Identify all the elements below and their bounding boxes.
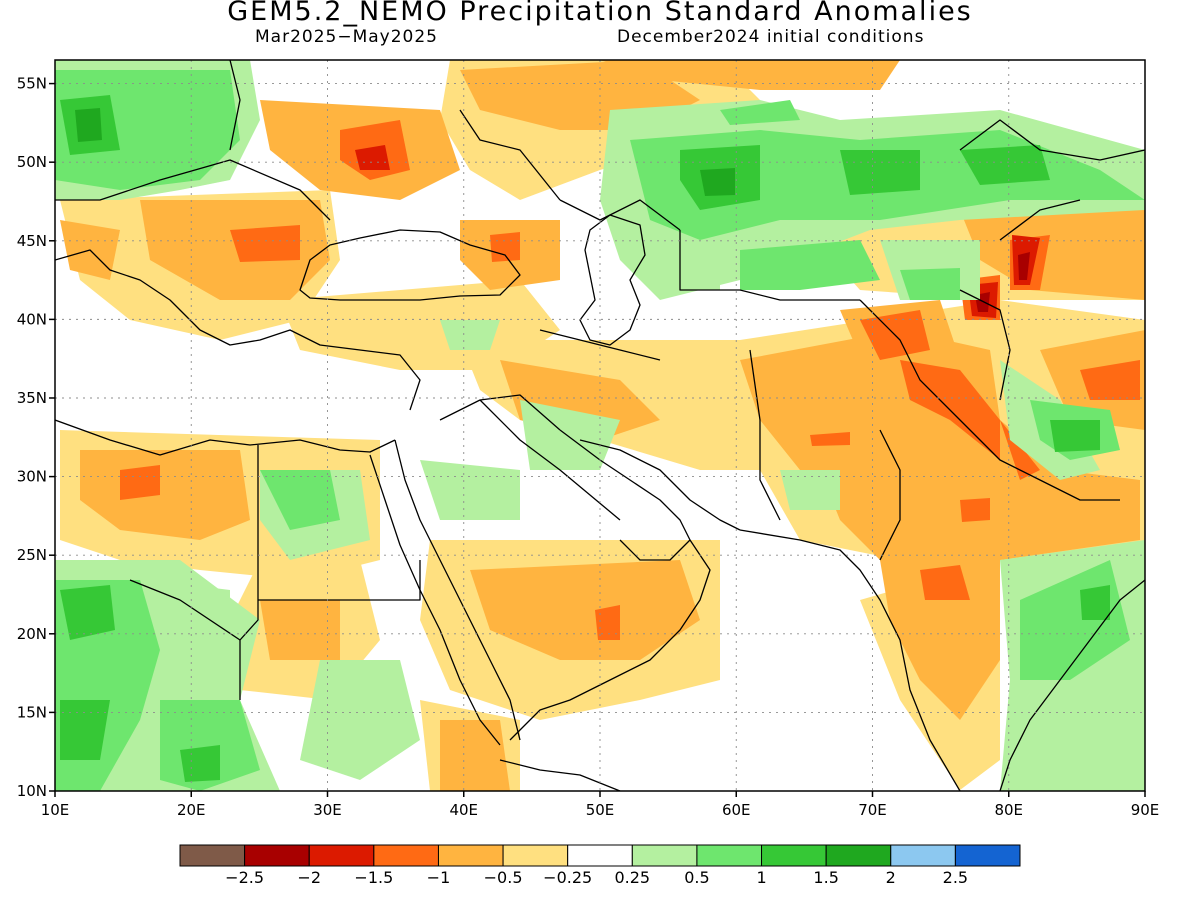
- axis-tick-labels: 10E 20E 30E 40E 50E 60E 70E 80E 90E 10N 15N 20N 25N 3…: [17, 75, 1160, 819]
- legend-swatch: [308, 844, 375, 867]
- lat-tick-label: 45N: [17, 232, 47, 250]
- legend-label: 0.25: [614, 868, 650, 887]
- legend-label: −2: [297, 868, 321, 887]
- lat-tick-label: 10N: [17, 782, 47, 800]
- lon-tick-label: 40E: [449, 801, 478, 819]
- legend-label: −1.5: [354, 868, 393, 887]
- forecast-period: Mar2025−May2025: [255, 27, 438, 47]
- legend-label: 1.5: [813, 868, 838, 887]
- lon-tick-label: 90E: [1131, 801, 1160, 819]
- legend-swatch: [761, 844, 827, 867]
- anomaly-field: [55, 60, 1145, 791]
- lon-tick-label: 60E: [722, 801, 751, 819]
- lat-tick-label: 35N: [17, 389, 47, 407]
- legend-label: −2.5: [225, 868, 264, 887]
- legend-swatch: [244, 844, 310, 867]
- legend-swatch: [179, 844, 246, 867]
- legend-swatch: [631, 844, 698, 867]
- color-legend: −2.5 −2 −1.5 −1 −0.5 −0.25 0.25 0.5 1 1.5 2 2.5: [179, 844, 1021, 887]
- lat-tick-label: 30N: [17, 468, 47, 486]
- legend-swatch: [437, 844, 504, 867]
- lon-tick-label: 20E: [177, 801, 206, 819]
- lon-tick-label: 70E: [858, 801, 887, 819]
- lon-tick-label: 50E: [586, 801, 615, 819]
- lat-tick-label: 20N: [17, 625, 47, 643]
- legend-label: 2.5: [943, 868, 968, 887]
- legend-swatch: [890, 844, 956, 867]
- legend-label: −0.5: [484, 868, 523, 887]
- coastlines: [55, 60, 1145, 791]
- legend-label: −1: [427, 868, 451, 887]
- axis-ticks: [49, 82, 1146, 797]
- lat-lon-grid: [55, 60, 1145, 791]
- lon-tick-label: 80E: [994, 801, 1023, 819]
- lon-tick-label: 30E: [313, 801, 342, 819]
- lat-tick-label: 50N: [17, 153, 47, 171]
- legend-swatch: [696, 844, 763, 867]
- legend-swatch: [373, 844, 439, 867]
- legend-swatch: [954, 844, 1021, 867]
- initial-conditions-label: December2024 initial conditions: [617, 27, 925, 47]
- legend-swatch: [825, 844, 892, 867]
- wet-very-strong-region: [75, 108, 735, 196]
- legend-swatch: [567, 844, 633, 867]
- legend-swatch: [502, 844, 569, 867]
- lat-tick-label: 15N: [17, 703, 47, 721]
- legend-label: 2: [886, 868, 896, 887]
- lat-tick-label: 25N: [17, 546, 47, 564]
- lat-tick-label: 40N: [17, 310, 47, 328]
- legend-label: −0.25: [543, 868, 592, 887]
- map-title: GEM5.2_NEMO Precipitation Standard Anoma…: [227, 0, 973, 27]
- lat-tick-label: 55N: [17, 75, 47, 93]
- lon-tick-label: 10E: [41, 801, 70, 819]
- legend-label: 1: [756, 868, 766, 887]
- legend-label: 0.5: [684, 868, 709, 887]
